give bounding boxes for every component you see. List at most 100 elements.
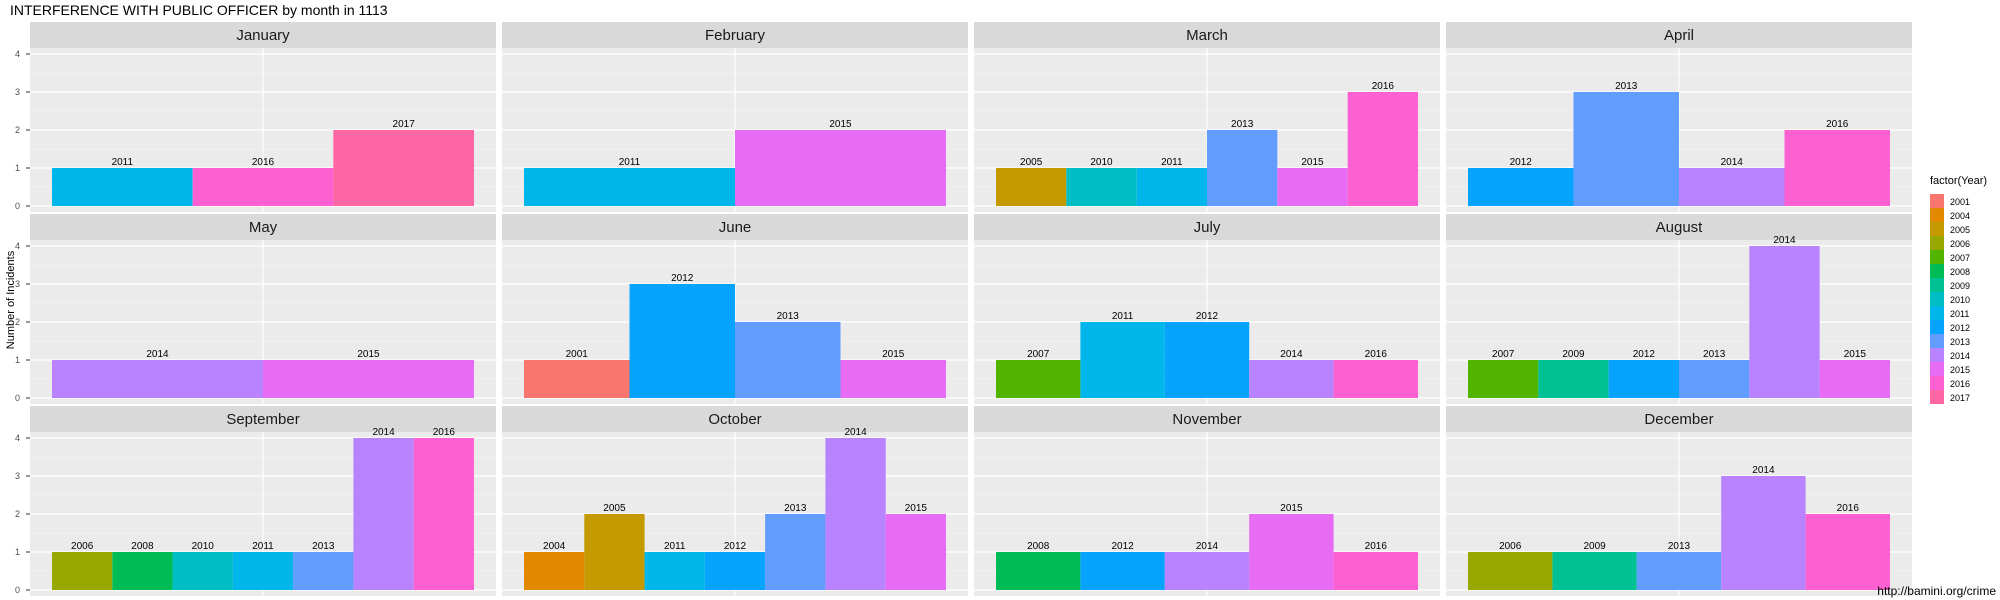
bar-data-label: 2014 <box>1196 541 1219 552</box>
bar-september-2016 <box>413 438 474 590</box>
bar-data-label: 2005 <box>1020 157 1043 168</box>
bar-april-2016 <box>1784 130 1890 206</box>
bar-data-label: 2011 <box>1112 311 1134 322</box>
legend-label: 2007 <box>1950 253 1970 263</box>
legend-swatch-2016 <box>1930 376 1944 390</box>
bar-july-2011 <box>1080 322 1165 398</box>
bar-data-label: 2016 <box>1837 503 1860 514</box>
facet-label: August <box>1656 219 1704 236</box>
source-caption[interactable]: http://bamini.org/crime <box>1877 584 1996 598</box>
bar-data-label: 2013 <box>1668 541 1691 552</box>
bar-april-2013 <box>1573 92 1679 206</box>
bar-data-label: 2005 <box>603 503 626 514</box>
facet-label: February <box>705 27 766 44</box>
bar-data-label: 2014 <box>146 349 169 360</box>
bar-data-label: 2015 <box>1844 349 1867 360</box>
bar-data-label: 2015 <box>829 119 852 130</box>
bar-data-label: 2008 <box>1027 541 1050 552</box>
bar-may-2014 <box>52 360 263 398</box>
legend-title: factor(Year) <box>1930 175 1987 187</box>
bar-data-label: 2012 <box>1111 541 1134 552</box>
facet-strip <box>30 406 496 432</box>
bar-december-2014 <box>1721 476 1806 590</box>
legend-label: 2008 <box>1950 267 1970 277</box>
facet-label: May <box>249 219 278 236</box>
bar-data-label: 2001 <box>566 349 589 360</box>
facet-strip <box>502 22 968 48</box>
bar-data-label: 2015 <box>1280 503 1303 514</box>
legend-swatch-2008 <box>1930 264 1944 278</box>
bar-data-label: 2004 <box>543 541 566 552</box>
legend-label: 2010 <box>1950 295 1970 305</box>
bar-data-label: 2010 <box>1090 157 1113 168</box>
bar-august-2009 <box>1538 360 1609 398</box>
bar-june-2012 <box>629 284 735 398</box>
y-axis-title: Number of Incidents <box>5 250 17 349</box>
bar-data-label: 2011 <box>1161 157 1183 168</box>
legend-label: 2009 <box>1950 281 1970 291</box>
bar-august-2007 <box>1468 360 1539 398</box>
legend-swatch-2014 <box>1930 348 1944 362</box>
y-tick-label: 1 <box>15 355 20 365</box>
bar-data-label: 2016 <box>1826 119 1849 130</box>
bar-february-2015 <box>735 130 946 206</box>
legend-swatch-2012 <box>1930 320 1944 334</box>
bar-april-2014 <box>1679 168 1785 206</box>
bar-january-2016 <box>192 168 334 206</box>
legend-swatch-2011 <box>1930 306 1944 320</box>
legend-label: 2004 <box>1950 211 1970 221</box>
facet-strip <box>1446 406 1912 432</box>
bar-data-label: 2015 <box>905 503 928 514</box>
bar-august-2014 <box>1749 246 1820 398</box>
legend-swatch-2013 <box>1930 334 1944 348</box>
bar-data-label: 2009 <box>1562 349 1585 360</box>
legend-label: 2017 <box>1950 393 1970 403</box>
facet-label: October <box>708 411 761 428</box>
bar-data-label: 2012 <box>1196 311 1219 322</box>
legend-label: 2012 <box>1950 323 1970 333</box>
bar-march-2013 <box>1207 130 1278 206</box>
bar-july-2012 <box>1164 322 1250 398</box>
y-tick-label: 3 <box>15 279 20 289</box>
bar-data-label: 2016 <box>252 157 275 168</box>
facet-strip <box>502 214 968 240</box>
bar-october-2005 <box>584 514 645 590</box>
facet-strip <box>974 214 1440 240</box>
bar-data-label: 2007 <box>1027 349 1050 360</box>
bar-march-2010 <box>1066 168 1137 206</box>
bar-august-2013 <box>1679 360 1750 398</box>
legend-label: 2016 <box>1950 379 1970 389</box>
facet-strip <box>1446 22 1912 48</box>
facet-label: March <box>1186 27 1228 44</box>
bar-data-label: 2012 <box>671 273 694 284</box>
bar-data-label: 2015 <box>1301 157 1324 168</box>
bar-data-label: 2011 <box>664 541 686 552</box>
bar-data-label: 2014 <box>372 427 395 438</box>
chart-title: INTERFERENCE WITH PUBLIC OFFICER by mont… <box>10 2 388 18</box>
facet-strip <box>30 214 496 240</box>
facet-label: January <box>236 27 290 44</box>
bar-october-2011 <box>644 552 705 590</box>
bar-june-2001 <box>524 360 630 398</box>
legend-swatch-2007 <box>1930 250 1944 264</box>
legend-swatch-2005 <box>1930 222 1944 236</box>
bar-march-2011 <box>1136 168 1207 206</box>
bar-september-2006 <box>52 552 113 590</box>
y-tick-label: 0 <box>15 585 20 595</box>
bar-november-2008 <box>996 552 1081 590</box>
legend-label: 2014 <box>1950 351 1970 361</box>
y-tick-label: 3 <box>15 471 20 481</box>
bar-june-2015 <box>840 360 946 398</box>
legend-label: 2006 <box>1950 239 1970 249</box>
bar-data-label: 2013 <box>1615 81 1638 92</box>
bar-data-label: 2009 <box>1583 541 1606 552</box>
bar-june-2013 <box>735 322 841 398</box>
facet-strip <box>1446 214 1912 240</box>
bar-data-label: 2008 <box>131 541 154 552</box>
legend-swatch-2004 <box>1930 208 1944 222</box>
bar-november-2012 <box>1080 552 1165 590</box>
y-tick-label: 4 <box>15 433 20 443</box>
bar-august-2012 <box>1608 360 1679 398</box>
y-tick-label: 4 <box>15 49 20 59</box>
